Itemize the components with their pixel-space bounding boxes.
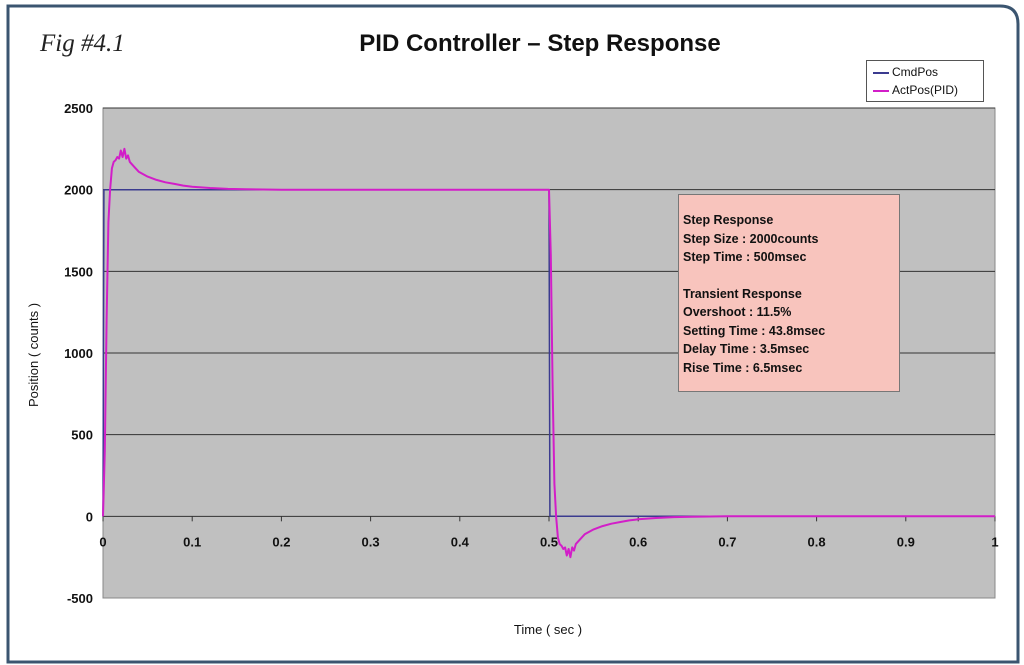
x-axis-label: Time ( sec ) [514,622,582,637]
y-tick-label: 2500 [64,101,93,116]
legend-label-cmdpos: CmdPos [892,65,939,79]
series-line-actpos [102,147,995,559]
y-tick-label: 1000 [64,346,93,361]
x-tick-label: 0.4 [451,534,470,549]
legend-item-cmdpos: CmdPos [873,63,938,81]
y-axis-label: Position ( counts ) [26,303,41,407]
x-tick-label: 1 [991,534,998,549]
legend-swatch-actpos [873,89,889,92]
series-layer [102,147,995,559]
legend-swatch-cmdpos [873,71,889,74]
y-tick-label: 2000 [64,183,93,198]
step-response-info-box: Step Response Step Size : 2000counts Ste… [678,194,900,392]
x-tick-label: 0.1 [183,534,201,549]
info-rise-time: Rise Time : 6.5msec [683,360,803,375]
info-overshoot: Overshoot : 11.5% [683,305,792,319]
x-tick-label: 0.9 [897,534,915,549]
legend-label-actpos: ActPos(PID) [892,83,959,97]
y-tick-label: 0 [86,509,93,524]
figure-number: Fig #4.1 [40,30,125,57]
x-tick-label: 0.3 [362,534,380,549]
legend: CmdPos ActPos(PID) [866,60,984,102]
info-step-size: Step Size : 2000counts [683,231,819,246]
y-tick-label: 500 [71,428,93,443]
y-tick-label: -500 [67,591,93,606]
info-step-time: Step Time : 500msec [683,250,807,264]
x-tick-label: 0 [99,534,106,549]
y-tick-label: 1500 [64,264,93,279]
x-tick-label: 0.5 [540,534,558,549]
x-tick-label: 0.8 [808,534,826,549]
y-axis-ticks: 2500 2000 1500 1000 500 0 -500 [64,101,93,606]
info-gap [683,267,899,285]
info-delay-time: Delay Time : 3.5msec [683,342,810,356]
chart-title: PID Controller – Step Response [359,30,721,57]
info-settling-time: Setting Time : 43.8msec [683,323,826,338]
x-tick-label: 0.6 [629,534,647,549]
info-heading: Step Response [683,213,774,227]
legend-item-actpos: ActPos(PID) [873,81,958,99]
info-transient-heading: Transient Response [683,286,802,301]
x-tick-label: 0.7 [718,534,736,549]
x-tick-label: 0.2 [272,534,290,549]
x-axis-ticks: 0 0.1 0.2 0.3 0.4 0.5 0.6 0.7 0.8 0.9 1 [99,516,999,549]
